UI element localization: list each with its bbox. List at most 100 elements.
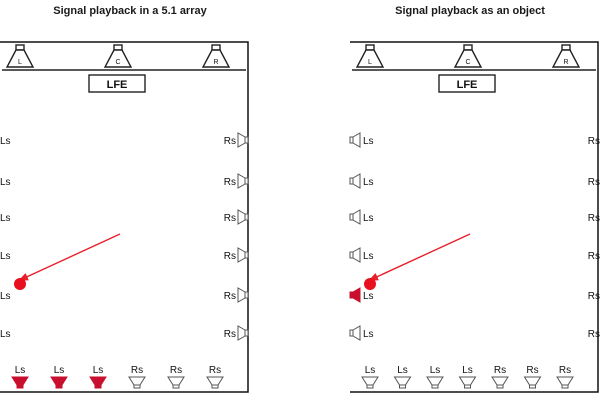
left-panel-title: Signal playback in a 5.1 array [53, 5, 207, 17]
rear-speaker-1-icon [16, 384, 24, 389]
rear-speaker-2-cone [393, 376, 412, 386]
rear-label-6: Rs [209, 365, 221, 376]
left-side-speaker-2 [349, 173, 361, 189]
lfe-box [438, 74, 496, 93]
rear-speaker-5-icon [496, 384, 504, 389]
rear-speaker-3-cone [89, 376, 107, 386]
rear-speaker-4-cone [128, 376, 146, 386]
rear-speaker-4 [458, 376, 477, 389]
right-side-label-4: Rs [224, 251, 236, 262]
left-side-label-1: Ls [363, 136, 374, 147]
left-side-label-4: Ls [0, 251, 11, 262]
rear-speaker-4-cone [458, 376, 477, 386]
rear-speaker-3-icon [431, 384, 439, 389]
right-side-speaker-5 [237, 287, 249, 303]
front-speaker-c-cone [453, 49, 483, 68]
right-side-speaker-3 [237, 209, 249, 225]
rear-speaker-5-cone [167, 376, 185, 386]
left-side-speaker-6-cone [352, 325, 361, 341]
rear-speaker-3 [426, 376, 444, 389]
right-side-label-3: Rs [224, 213, 236, 224]
rear-speaker-6-cone [206, 376, 224, 386]
right-side-label-5: Rs [588, 291, 600, 302]
left-side-speaker-1 [349, 132, 361, 148]
right-side-label-1: Rs [224, 136, 236, 147]
left-side-label-5: Ls [363, 291, 374, 302]
left-side-label-1: Ls [0, 136, 11, 147]
rear-speaker-5 [491, 376, 509, 389]
left-side-label-2: Ls [363, 177, 374, 188]
left-side-speaker-2-cone [352, 173, 361, 189]
left-side-speaker-3-cone [352, 209, 361, 225]
right-side-speaker-6 [237, 325, 249, 341]
right-side-speaker-4 [237, 247, 249, 263]
front-speaker-c-label: C [115, 59, 120, 66]
right-side-speaker-3-cone [237, 209, 246, 225]
room-border [350, 41, 599, 393]
left-side-speaker-5 [349, 287, 361, 303]
rear-speaker-6-icon [211, 384, 219, 389]
lfe-label: LFE [107, 79, 128, 91]
front-speaker-c: C [103, 44, 133, 68]
direction-arrow [368, 233, 471, 281]
rear-speaker-6 [523, 376, 542, 389]
front-speaker-r: R [201, 44, 231, 68]
rear-label-2: Ls [54, 365, 65, 376]
sound-source-dot [14, 278, 26, 290]
direction-arrow [18, 233, 121, 281]
rear-speaker-7 [556, 376, 574, 389]
front-speaker-c-icon [113, 44, 123, 51]
lfe-box [88, 74, 146, 93]
rear-speaker-6-icon [529, 384, 536, 389]
rear-label-4: Ls [462, 365, 473, 376]
rear-label-3: Ls [93, 365, 104, 376]
front-speaker-l-cone [355, 49, 385, 68]
room-border [0, 41, 249, 393]
left-side-speaker-5-cone [352, 287, 361, 303]
right-side-label-6: Rs [588, 329, 600, 340]
front-speaker-c: C [453, 44, 483, 68]
right-panel-title: Signal playback as an object [395, 5, 545, 17]
left-side-label-4: Ls [363, 251, 374, 262]
left-side-label-6: Ls [363, 329, 374, 340]
right-side-speaker-2-cone [237, 173, 246, 189]
left-side-label-3: Ls [0, 213, 11, 224]
right-room: L C R LFE Ls Ls Ls Ls Ls Ls Rs Rs Rs Rs Rs Rs Ls Ls Ls Ls Rs… [349, 41, 600, 393]
rear-speaker-5-icon [172, 384, 180, 389]
rear-speaker-2 [50, 376, 68, 389]
left-side-speaker-1-cone [352, 132, 361, 148]
left-room: L C R LFE Ls Ls Ls Ls Ls Ls Rs Rs Rs Rs Rs Rs Ls Ls Ls Rs Rs… [0, 41, 249, 393]
right-side-label-6: Rs [224, 329, 236, 340]
rear-speaker-7-icon [561, 384, 569, 389]
rear-label-4: Rs [131, 365, 143, 376]
right-side-speaker-1 [237, 132, 249, 148]
front-speaker-r-icon [211, 44, 221, 51]
front-speaker-l: L [355, 44, 385, 68]
right-side-speaker-4-cone [237, 247, 246, 263]
rear-speaker-1-cone [11, 376, 29, 386]
front-speaker-r-icon [561, 44, 571, 51]
rear-speaker-2-icon [55, 384, 63, 389]
front-speaker-l-label: L [18, 59, 22, 66]
left-side-speaker-4 [349, 247, 361, 263]
left-side-label-2: Ls [0, 177, 11, 188]
left-side-speaker-3 [349, 209, 361, 225]
right-side-speaker-5-cone [237, 287, 246, 303]
rear-speaker-4-icon [133, 384, 141, 389]
rear-label-3: Ls [430, 365, 441, 376]
rear-label-5: Rs [494, 365, 506, 376]
right-side-speaker-6-cone [237, 325, 246, 341]
front-speaker-c-cone [103, 49, 133, 68]
right-side-speaker-1-cone [237, 132, 246, 148]
rear-label-1: Ls [365, 365, 376, 376]
rear-label-7: Rs [559, 365, 571, 376]
front-speaker-r-cone [551, 49, 581, 68]
right-side-label-4: Rs [588, 251, 600, 262]
right-side-label-2: Rs [224, 177, 236, 188]
left-side-speaker-6 [349, 325, 361, 341]
left-side-speaker-4-cone [352, 247, 361, 263]
rear-speaker-5 [167, 376, 185, 389]
front-speaker-r: R [551, 44, 581, 68]
right-side-speaker-2 [237, 173, 249, 189]
